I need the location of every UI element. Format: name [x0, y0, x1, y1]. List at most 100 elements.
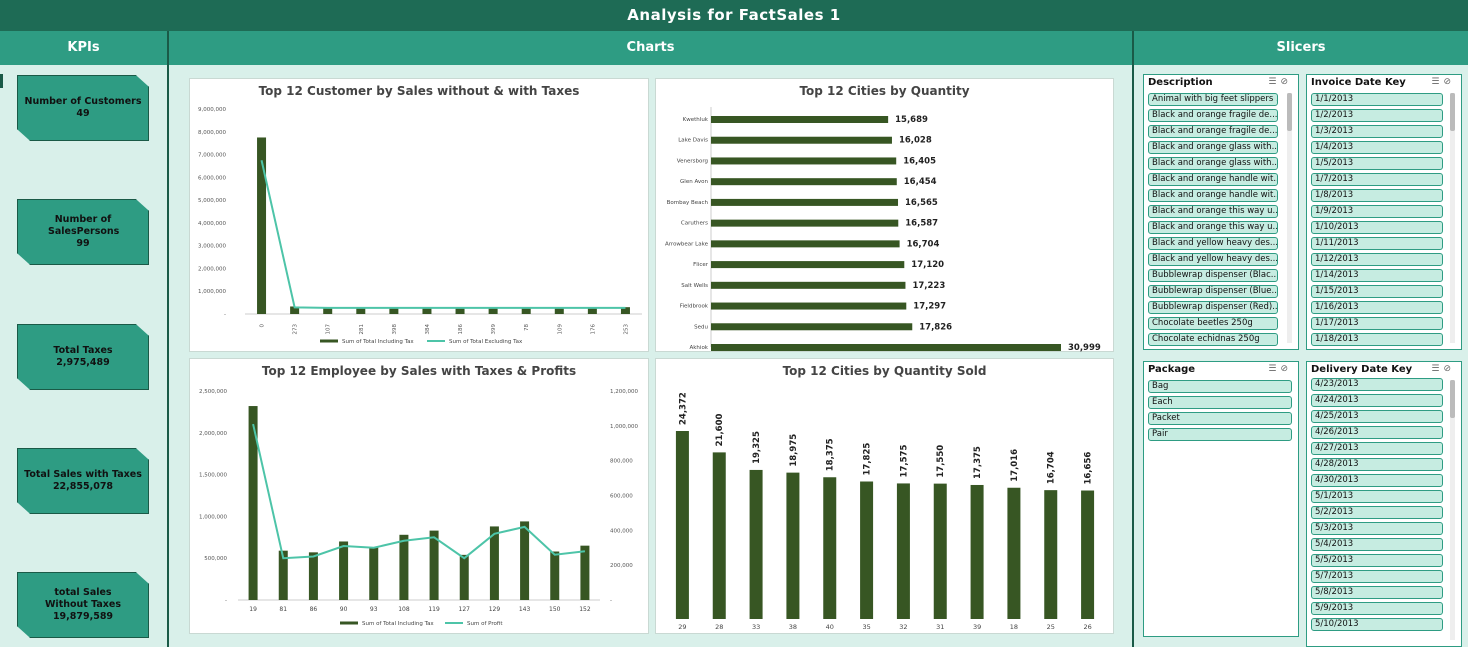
slicer-item[interactable]: Black and orange fragile de... — [1148, 125, 1278, 138]
kpi-total-sales-without-taxes[interactable]: total Sales Without Taxes 19,879,589 — [17, 572, 149, 638]
slicer-item[interactable]: 4/24/2013 — [1311, 394, 1443, 407]
slicer-item[interactable]: 1/3/2013 — [1311, 125, 1443, 138]
bar — [550, 551, 560, 600]
slicer-item[interactable]: 1/1/2013 — [1311, 93, 1443, 106]
scrollbar-thumb[interactable] — [1450, 93, 1455, 131]
y-tick-label-right: 400,000 — [610, 528, 633, 534]
x-tick-label: 25 — [1047, 623, 1055, 631]
kpi-total-taxes[interactable]: Total Taxes 2,975,489 — [17, 324, 149, 390]
slicer-item[interactable]: 5/5/2013 — [1311, 554, 1443, 567]
slicer-item[interactable]: 1/18/2013 — [1311, 333, 1443, 346]
slicer-item[interactable]: 1/10/2013 — [1311, 221, 1443, 234]
slicer-item[interactable]: Black and orange handle wit... — [1148, 173, 1278, 186]
slicer-item[interactable]: 5/1/2013 — [1311, 490, 1443, 503]
y-tick-label: Flicer — [693, 262, 709, 268]
slicer-item[interactable]: Black and yellow heavy des... — [1148, 237, 1278, 250]
slicer-item[interactable]: Black and orange fragile de... — [1148, 109, 1278, 122]
slicer-item[interactable]: 1/17/2013 — [1311, 317, 1443, 330]
slicer-item[interactable]: 1/16/2013 — [1311, 301, 1443, 314]
slicer-package[interactable]: Package ☰⊘ Bag Each Packet Pair — [1143, 361, 1299, 637]
slicer-description[interactable]: Description ☰⊘ Animal with big feet slip… — [1143, 74, 1299, 350]
kpi-total-sales-with-taxes[interactable]: Total Sales with Taxes 22,855,078 — [17, 448, 149, 514]
chart-employees-panel[interactable]: Top 12 Employee by Sales with Taxes & Pr… — [189, 358, 649, 634]
x-tick-label: 86 — [310, 606, 318, 613]
x-tick-label: 273 — [293, 324, 299, 335]
slicer-item[interactable]: 1/15/2013 — [1311, 285, 1443, 298]
scrollbar-thumb[interactable] — [1450, 380, 1455, 418]
divider-left — [167, 31, 169, 647]
slicer-item[interactable]: 1/14/2013 — [1311, 269, 1443, 282]
slicer-item[interactable]: 1/9/2013 — [1311, 205, 1443, 218]
x-tick-label: 28 — [715, 623, 723, 631]
kpi-number-of-customers[interactable]: Number of Customers 49 — [17, 75, 149, 141]
slicer-item[interactable]: Bubblewrap dispenser (Red)... — [1148, 301, 1278, 314]
slicer-item[interactable]: 1/11/2013 — [1311, 237, 1443, 250]
x-tick-label: 186 — [458, 324, 464, 335]
bar — [580, 545, 590, 600]
y-tick-label-left: 2,000,000 — [199, 431, 227, 437]
slicer-invoice-date-key[interactable]: Invoice Date Key ☰⊘ 1/1/2013 1/2/2013 1/3/… — [1306, 74, 1462, 350]
slicer-item[interactable]: 1/8/2013 — [1311, 189, 1443, 202]
slicer-item[interactable]: Pair — [1148, 428, 1292, 441]
slicer-item[interactable]: Black and orange handle wit... — [1148, 189, 1278, 202]
slicer-item[interactable]: 4/26/2013 — [1311, 426, 1443, 439]
slicer-item[interactable]: 1/2/2013 — [1311, 109, 1443, 122]
slicer-item[interactable]: Packet — [1148, 412, 1292, 425]
clear-filter-icon[interactable]: ☰⊘ — [1431, 364, 1455, 374]
slicer-item[interactable]: Black and orange glass with... — [1148, 157, 1278, 170]
slicer-item[interactable]: 5/10/2013 — [1311, 618, 1443, 631]
multi-select-icon[interactable]: ☰⊘ — [1268, 77, 1292, 87]
x-tick-label: 176 — [590, 324, 596, 335]
slicer-item[interactable]: 1/4/2013 — [1311, 141, 1443, 154]
slicer-delivery-date-key[interactable]: Delivery Date Key ☰⊘ 4/23/2013 4/24/2013 4… — [1306, 361, 1462, 647]
slicer-item[interactable]: 1/7/2013 — [1311, 173, 1443, 186]
slicer-scrollbar[interactable] — [1287, 93, 1292, 343]
slicer-item[interactable]: Animal with big feet slippers ... — [1148, 93, 1278, 106]
slicer-item[interactable]: Bubblewrap dispenser (Blac... — [1148, 269, 1278, 282]
chart-cities-quantity-panel[interactable]: Top 12 Cities by Quantity Kwethluk 15,689… — [655, 78, 1114, 353]
slicer-item[interactable]: 5/4/2013 — [1311, 538, 1443, 551]
clear-filter-icon[interactable]: ☰⊘ — [1268, 364, 1292, 374]
clear-filter-icon[interactable]: ☰⊘ — [1431, 77, 1455, 87]
slicer-item[interactable]: 5/8/2013 — [1311, 586, 1443, 599]
slicer-item[interactable]: Black and yellow heavy des... — [1148, 253, 1278, 266]
slicer-item[interactable]: Each — [1148, 396, 1292, 409]
bar — [429, 530, 439, 600]
slicer-item[interactable]: 4/30/2013 — [1311, 474, 1443, 487]
slicer-item[interactable]: Bag — [1148, 380, 1292, 393]
slicer-item[interactable]: 4/27/2013 — [1311, 442, 1443, 455]
slicer-scrollbar[interactable] — [1450, 93, 1455, 343]
slicer-item[interactable]: 5/7/2013 — [1311, 570, 1443, 583]
slicer-item[interactable]: Bubblewrap dispenser (Blue... — [1148, 285, 1278, 298]
bar — [554, 307, 564, 314]
slicer-item[interactable]: 4/25/2013 — [1311, 410, 1443, 423]
x-tick-label: 33 — [752, 623, 760, 631]
bar — [248, 406, 258, 600]
slicer-item[interactable]: 5/3/2013 — [1311, 522, 1443, 535]
slicer-item[interactable]: 4/23/2013 — [1311, 378, 1443, 391]
bar — [369, 547, 379, 600]
slicer-item[interactable]: 1/12/2013 — [1311, 253, 1443, 266]
slicer-item[interactable]: 5/2/2013 — [1311, 506, 1443, 519]
y-tick-label-left: 1,500,000 — [199, 473, 227, 479]
kpi-number-of-salespersons[interactable]: Number of SalesPersons 99 — [17, 199, 149, 265]
slicer-item[interactable]: 4/28/2013 — [1311, 458, 1443, 471]
slicer-item[interactable]: Black and orange this way u... — [1148, 221, 1278, 234]
slicer-item[interactable]: 1/5/2013 — [1311, 157, 1443, 170]
bar — [278, 550, 288, 600]
x-tick-label: 129 — [489, 606, 501, 613]
x-tick-label: 81 — [279, 606, 287, 613]
scrollbar-thumb[interactable] — [1287, 93, 1292, 131]
slicer-item[interactable]: Chocolate beetles 250g — [1148, 317, 1278, 330]
slicer-item[interactable]: Black and orange glass with... — [1148, 141, 1278, 154]
slicer-item[interactable]: Chocolate echidnas 250g — [1148, 333, 1278, 346]
data-label: 16,454 — [904, 177, 937, 187]
chart-customers-panel[interactable]: Top 12 Customer by Sales without & with … — [189, 78, 649, 352]
chart-cities-quantity-title: Top 12 Cities by Quantity — [799, 84, 970, 98]
slicer-item[interactable]: 5/9/2013 — [1311, 602, 1443, 615]
slicer-item[interactable]: Black and orange this way u... — [1148, 205, 1278, 218]
chart-cities-quantity-svg: Kwethluk 15,689 Lake Davis 16,028 Venersborg… — [665, 107, 1101, 353]
x-tick-label: 35 — [862, 623, 870, 631]
slicer-scrollbar[interactable] — [1450, 380, 1455, 640]
chart-cities-sold-panel[interactable]: Top 12 Cities by Quantity Sold 24,372 29 2… — [655, 358, 1114, 634]
